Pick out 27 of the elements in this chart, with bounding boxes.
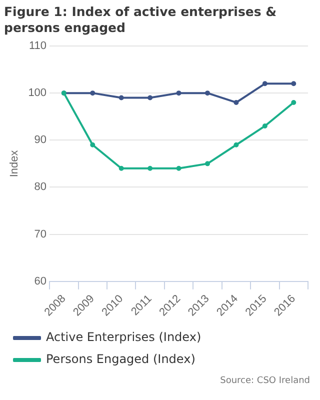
point — [262, 124, 268, 129]
point — [176, 90, 182, 96]
chart-title: Figure 1: Index of active enterprises & persons engaged — [3, 3, 278, 36]
point — [90, 142, 96, 148]
point — [90, 90, 96, 96]
y-tick-label: 110 — [29, 40, 47, 52]
y-tick-label: 60 — [34, 275, 47, 288]
point — [204, 90, 210, 96]
y-tick-label: 90 — [34, 134, 47, 146]
y-tick-label: 70 — [34, 228, 47, 240]
point — [234, 142, 239, 148]
point — [262, 81, 268, 86]
point — [118, 95, 124, 100]
point — [148, 166, 153, 171]
point — [176, 166, 182, 171]
y-tick-label: 100 — [28, 87, 47, 100]
y-axis-title: Index — [8, 150, 21, 178]
legend-label: Active Enterprises (Index) — [46, 330, 202, 344]
y-tick-label: 80 — [34, 181, 47, 194]
point — [291, 100, 296, 105]
point — [148, 95, 153, 100]
legend-label: Persons Engaged (Index) — [46, 352, 196, 366]
point — [234, 100, 239, 105]
point — [204, 161, 210, 166]
point — [118, 166, 124, 171]
point — [291, 81, 296, 86]
source-note: Source: CSO Ireland — [219, 376, 311, 386]
